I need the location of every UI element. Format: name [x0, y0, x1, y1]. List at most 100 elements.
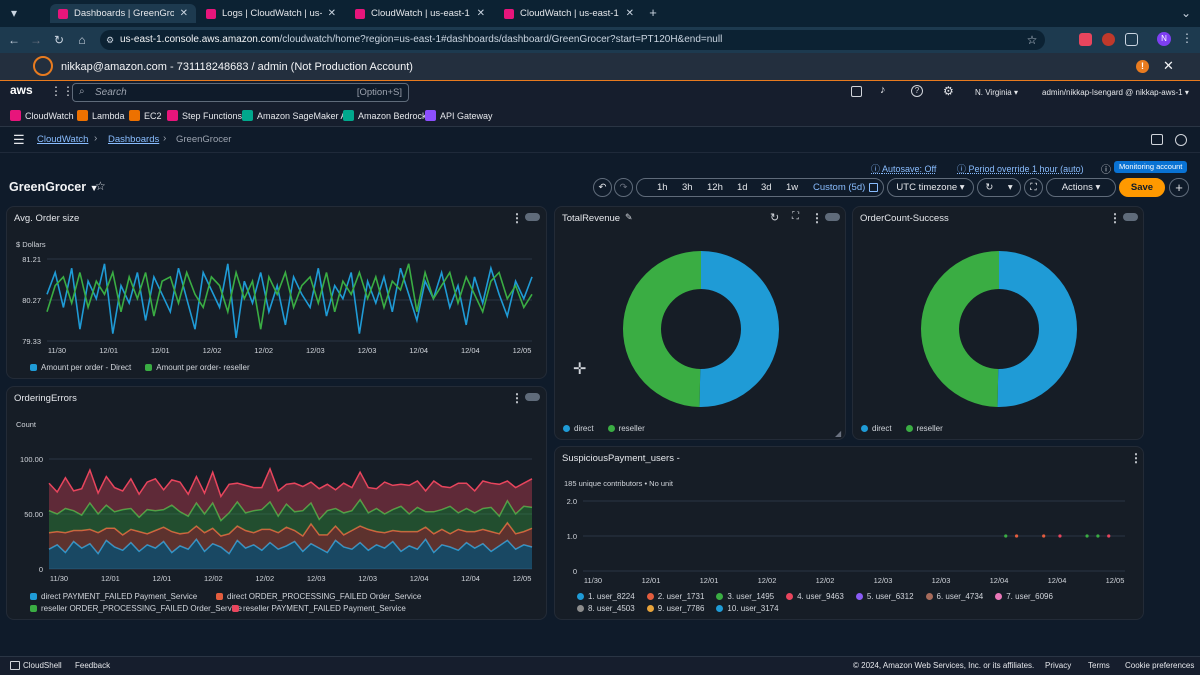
legend-item[interactable]: direct ORDER_PROCESSING_FAILED Order_Ser…: [216, 592, 421, 601]
legend-item[interactable]: Amount per order- reseller: [145, 363, 250, 372]
widget-total-revenue[interactable]: TotalRevenue ✎ ↻ ⛶ ⋮ ✛ direct reseller ◢: [554, 206, 846, 440]
browser-tab-cloudwatch-2[interactable]: CloudWatch | us-east-1 ✕: [496, 4, 642, 23]
refresh-icon[interactable]: ↻: [985, 182, 994, 193]
footer-feedback-link[interactable]: Feedback: [75, 661, 111, 670]
favorite-star-icon[interactable]: ☆: [95, 179, 106, 193]
breadcrumb-cloudwatch[interactable]: CloudWatch: [37, 134, 89, 145]
range-3h[interactable]: 3h: [682, 182, 693, 193]
widget-menu-icon[interactable]: ⋮: [1130, 451, 1142, 465]
favorite-lambda[interactable]: Lambda: [77, 110, 125, 121]
legend-item[interactable]: reseller ORDER_PROCESSING_FAILED Order_S…: [30, 604, 242, 613]
legend-item[interactable]: direct PAYMENT_FAILED Payment_Service: [30, 592, 202, 601]
legend-item[interactable]: Amount per order - Direct: [30, 363, 131, 372]
close-tab-icon[interactable]: ✕: [327, 8, 336, 19]
legend-item[interactable]: 6. user_4734: [925, 592, 983, 601]
expand-icon[interactable]: ⛶: [792, 211, 799, 222]
favorite-sagemaker[interactable]: Amazon SageMaker AI: [242, 110, 349, 121]
profile-avatar[interactable]: N: [1157, 32, 1171, 46]
notifications-bell-icon[interactable]: ♪: [880, 84, 886, 96]
info-panel-icon[interactable]: [1175, 134, 1187, 146]
calendar-icon[interactable]: [869, 183, 878, 192]
widget-menu-icon[interactable]: ⋮: [511, 211, 523, 225]
close-tab-icon[interactable]: ✕: [625, 8, 634, 19]
help-icon[interactable]: ?: [911, 85, 923, 97]
extensions-puzzle-icon[interactable]: [1125, 33, 1138, 46]
legend-item[interactable]: reseller: [607, 424, 645, 433]
forward-icon[interactable]: →: [30, 33, 42, 47]
range-3d[interactable]: 3d: [761, 182, 772, 193]
refresh-icon[interactable]: ↻: [770, 212, 780, 224]
legend-item[interactable]: direct: [563, 424, 594, 433]
fullscreen-button[interactable]: ⛶: [1024, 178, 1043, 197]
home-icon[interactable]: ⌂: [78, 33, 86, 47]
breadcrumb-dashboards[interactable]: Dashboards: [108, 134, 160, 145]
save-button[interactable]: Save: [1119, 178, 1165, 197]
range-1h[interactable]: 1h: [657, 182, 668, 193]
region-selector[interactable]: N. Virginia ▾: [975, 88, 1019, 97]
new-tab-icon[interactable]: +: [649, 5, 657, 20]
autosave-status[interactable]: ⓘ Autosave: Off: [871, 162, 936, 175]
site-info-icon[interactable]: ⚙: [106, 35, 115, 45]
widget-avg-order-size[interactable]: Avg. Order size ⋮ $ Dollars 81.21 80.27 79…: [6, 206, 547, 379]
feedback-icon[interactable]: [1151, 134, 1163, 145]
legend-item[interactable]: reseller PAYMENT_FAILED Payment_Service: [232, 604, 406, 613]
close-banner-icon[interactable]: ✕: [1163, 58, 1174, 73]
back-icon[interactable]: ←: [8, 33, 20, 47]
info-icon[interactable]: ⓘ: [1101, 165, 1111, 176]
range-1d[interactable]: 1d: [737, 182, 748, 193]
services-grid-icon[interactable]: ⋮⋮: [50, 84, 74, 98]
close-tab-icon[interactable]: ✕: [476, 8, 485, 19]
favorite-bedrock[interactable]: Amazon Bedrock: [343, 110, 427, 121]
tab-search-icon[interactable]: ⌄: [1180, 6, 1192, 20]
legend-item[interactable]: direct: [861, 424, 892, 433]
legend-item[interactable]: reseller: [905, 424, 943, 433]
alert-icon[interactable]: !: [1136, 60, 1149, 73]
undo-button[interactable]: ↶: [593, 178, 612, 197]
legend-item[interactable]: 4. user_9463: [786, 592, 844, 601]
timezone-select[interactable]: UTC timezone ▾: [887, 178, 974, 197]
account-menu[interactable]: admin/nikkap-Isengard @ nikkap-aws-1 ▾: [1042, 88, 1189, 97]
widget-ordercount-success[interactable]: OrderCount-Success ⋮ direct reseller: [852, 206, 1144, 440]
cloudshell-icon[interactable]: [851, 86, 862, 97]
caret-down-icon[interactable]: ▾: [1007, 182, 1013, 193]
tab-list-icon[interactable]: ▾: [10, 6, 18, 20]
favorite-step-functions[interactable]: Step Functions: [167, 110, 242, 121]
extension-icon[interactable]: [1102, 33, 1115, 46]
url-bar[interactable]: ⚙ us-east-1.console.aws.amazon.com/cloud…: [100, 30, 1045, 50]
legend-item[interactable]: 9. user_7786: [646, 604, 704, 613]
widget-menu-icon[interactable]: ⋮: [511, 391, 523, 405]
actions-dropdown[interactable]: Actions ▾: [1046, 178, 1116, 197]
dashboard-title[interactable]: GreenGrocer ▼: [9, 180, 99, 194]
legend-item[interactable]: 7. user_6096: [995, 592, 1053, 601]
footer-terms-link[interactable]: Terms: [1088, 661, 1110, 670]
legend-item[interactable]: 1. user_8224: [577, 592, 635, 601]
legend-item[interactable]: 8. user_4503: [577, 604, 635, 613]
resize-handle-icon[interactable]: ◢: [835, 429, 842, 438]
widget-menu-icon[interactable]: ⋮: [1109, 211, 1121, 225]
legend-item[interactable]: 3. user_1495: [716, 592, 774, 601]
bookmark-star-icon[interactable]: ☆: [1026, 33, 1038, 47]
aws-logo[interactable]: aws: [10, 83, 33, 97]
extension-icon[interactable]: [1079, 33, 1092, 46]
browser-tab-cloudwatch-1[interactable]: CloudWatch | us-east-1 ✕: [347, 4, 493, 23]
favorite-cloudwatch[interactable]: CloudWatch: [10, 110, 74, 121]
footer-cloudshell-link[interactable]: CloudShell: [23, 661, 62, 670]
range-1w[interactable]: 1w: [786, 182, 799, 193]
period-override[interactable]: ⓘ Period override 1 hour (auto): [957, 162, 1084, 175]
widget-suspicious-payment-users[interactable]: SuspiciousPayment_users - ⋮ 185 unique c…: [554, 446, 1144, 620]
widget-menu-icon[interactable]: ⋮: [811, 211, 823, 225]
browser-tab-logs[interactable]: Logs | CloudWatch | us-east- ✕: [198, 4, 344, 23]
reload-icon[interactable]: ↻: [53, 33, 65, 47]
footer-cookie-link[interactable]: Cookie preferences: [1125, 661, 1195, 670]
legend-item[interactable]: 10. user_3174: [716, 604, 779, 613]
legend-item[interactable]: 2. user_1731: [646, 592, 704, 601]
favorite-api-gateway[interactable]: API Gateway: [425, 110, 493, 121]
edit-pencil-icon[interactable]: ✎: [625, 212, 633, 222]
close-tab-icon[interactable]: ✕: [179, 8, 188, 19]
favorite-ec2[interactable]: EC2: [129, 110, 162, 121]
browser-menu-icon[interactable]: ⋮: [1181, 31, 1193, 45]
side-nav-menu-icon[interactable]: ☰: [13, 132, 25, 147]
range-custom[interactable]: Custom (5d): [813, 182, 866, 193]
footer-privacy-link[interactable]: Privacy: [1045, 661, 1072, 670]
add-widget-button[interactable]: +: [1169, 178, 1189, 197]
